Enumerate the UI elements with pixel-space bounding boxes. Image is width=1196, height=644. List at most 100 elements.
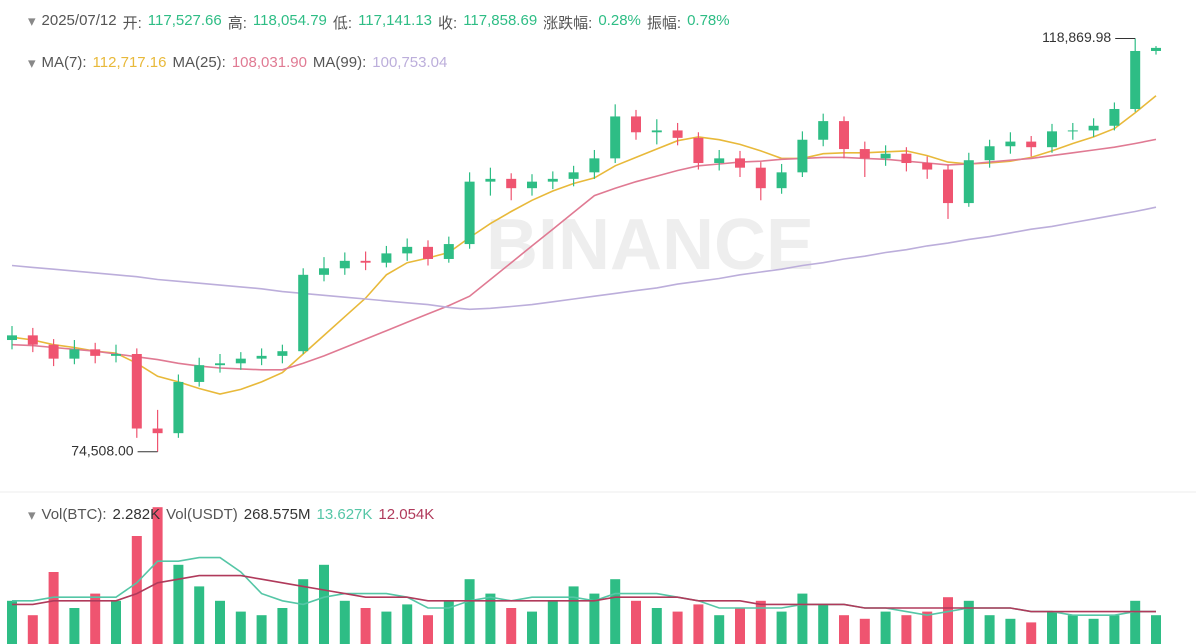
volume-bar	[651, 608, 662, 644]
candle-body	[693, 137, 704, 164]
volume-bar	[1005, 618, 1016, 644]
volume-bar	[402, 604, 413, 644]
candle-body	[194, 365, 205, 382]
field-value: 117,858.69	[463, 12, 538, 29]
volume-bar	[1151, 615, 1161, 644]
volume-bar	[797, 593, 808, 644]
watermark: BINANCE	[486, 205, 814, 285]
candle-body	[423, 246, 433, 259]
volume-bar	[1026, 622, 1037, 644]
volume-bar	[235, 611, 246, 644]
candle-body	[27, 335, 38, 345]
volume-bar	[173, 564, 184, 644]
candle-body	[360, 260, 371, 263]
volume-bar	[464, 579, 475, 644]
candle-body	[527, 181, 537, 189]
volume-ma-line	[12, 574, 1156, 613]
volume-bar	[1067, 615, 1078, 644]
candle-body	[610, 116, 621, 159]
volume-bar	[298, 579, 309, 644]
vol-label: Vol(BTC):	[41, 506, 107, 523]
candle-body	[1130, 50, 1141, 109]
volume-bar	[714, 615, 725, 644]
volume-bar	[1130, 600, 1141, 644]
vol-legend: ▾ Vol(BTC): 2.282K Vol(USDT) 268.575M 13.627K…	[28, 506, 434, 524]
volume-bar	[839, 615, 849, 644]
candle-body	[173, 381, 184, 434]
volume-bar	[360, 608, 371, 644]
volume-bar	[547, 600, 558, 644]
volume-bar	[943, 597, 953, 644]
candle-body	[298, 274, 309, 352]
volume-bar	[631, 600, 641, 644]
candle-body	[589, 158, 600, 173]
candle-body	[818, 121, 829, 140]
field-label: 收:	[438, 15, 458, 32]
volume-bar	[984, 615, 995, 644]
candle-body	[776, 172, 787, 189]
candle-body	[1047, 131, 1057, 148]
candle-body	[506, 178, 517, 189]
volume-bar	[69, 608, 80, 644]
candle-body	[485, 178, 496, 182]
volume-bar	[568, 586, 579, 644]
volume-bar	[610, 579, 621, 644]
candle-body	[568, 172, 579, 179]
volume-bar	[693, 604, 704, 644]
candle-body	[943, 169, 953, 204]
volume-bar	[672, 611, 683, 644]
volume-bar	[256, 615, 267, 644]
candle-body	[1067, 130, 1078, 132]
vol-value: 2.282K	[112, 506, 161, 523]
candle-body	[90, 349, 101, 356]
field-value: 117,141.13	[358, 12, 433, 29]
volume-bar	[859, 618, 870, 644]
field-label: 涨跌幅:	[543, 15, 593, 32]
vol-value: 12.054K	[378, 506, 435, 523]
volume-bar	[485, 593, 496, 644]
ma-value: 112,717.16	[92, 54, 167, 71]
candle-body	[111, 353, 121, 356]
candle-body	[1088, 125, 1099, 131]
candle-body	[256, 355, 267, 359]
annotation-label: 118,869.98	[1042, 29, 1111, 45]
candle-body	[402, 246, 413, 254]
candle-body	[1005, 141, 1016, 147]
ma-label: MA(25):	[172, 54, 226, 71]
ma-line	[11, 206, 1157, 311]
volume-bar	[755, 600, 766, 644]
ma-legend: ▾ MA(7): 112,717.16 MA(25): 108,031.90 MA(99)…	[28, 54, 447, 72]
volume-bar	[589, 593, 600, 644]
volume-bar	[901, 615, 912, 644]
candle-body	[672, 130, 683, 138]
candle-body	[319, 268, 329, 275]
candle-body	[984, 146, 995, 161]
vol-label: Vol(USDT)	[166, 506, 238, 523]
volume-bar	[527, 611, 537, 644]
volume-bar	[7, 600, 17, 644]
candle-body	[1109, 108, 1120, 126]
volume-bar	[880, 611, 891, 644]
candle-body	[7, 335, 17, 341]
ma-value: 108,031.90	[231, 54, 307, 71]
candle-body	[235, 358, 246, 364]
candle-body	[69, 349, 80, 359]
field-label: 高:	[227, 15, 247, 32]
ma-label: MA(99):	[312, 54, 367, 71]
volume-bar	[27, 615, 38, 644]
vol-value: 268.575M	[243, 506, 311, 523]
candle-body	[880, 153, 891, 159]
volume-bar	[735, 608, 745, 644]
ohlc-header: ▾ 2025/07/12 开: 117,527.66 高: 118,054.79 低: 1…	[28, 12, 730, 33]
volume-bar	[131, 536, 142, 644]
caret: ▾	[28, 13, 36, 30]
ma-label: MA(7):	[41, 54, 87, 71]
candle-body	[922, 163, 933, 170]
caret: ▾	[28, 55, 36, 72]
field-label: 低:	[332, 15, 353, 32]
field-label: 振幅:	[646, 15, 682, 32]
candle-body	[755, 167, 766, 189]
volume-bar	[963, 600, 974, 644]
